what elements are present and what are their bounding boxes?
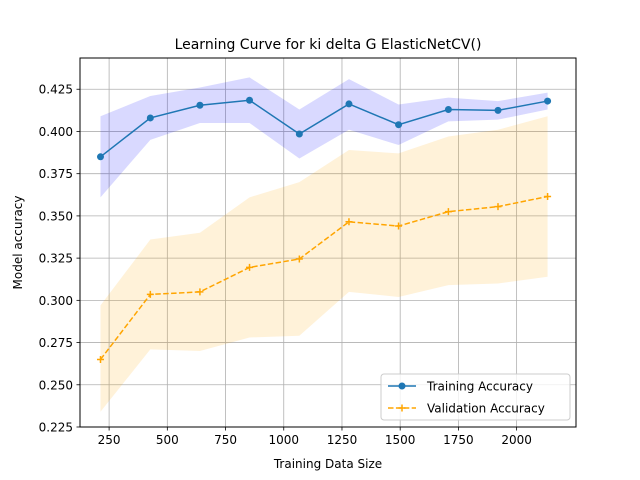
data-point-validation (494, 203, 502, 211)
legend-marker-training (398, 382, 406, 390)
confidence-band-validation (100, 116, 548, 412)
data-point-training (146, 114, 154, 122)
x-axis-label: Training Data Size (273, 457, 382, 471)
y-tick-label: 0.250 (39, 378, 73, 392)
data-point-validation (196, 288, 204, 296)
y-tick-label: 0.300 (39, 294, 73, 308)
data-point-training (544, 97, 552, 105)
series-line-validation (99, 195, 548, 360)
y-axis-label: Model accuracy (11, 196, 25, 290)
x-tick-label: 1750 (443, 433, 474, 447)
x-tick-label: 750 (214, 433, 237, 447)
x-tick-label: 1500 (385, 433, 416, 447)
y-tick-label: 0.275 (39, 336, 73, 350)
legend-marker-validation (398, 404, 406, 412)
legend-label-validation: Validation Accuracy (427, 402, 545, 416)
x-tick-label: 250 (98, 433, 121, 447)
series-markers (96, 96, 552, 363)
series-line-training (100, 99, 548, 158)
x-tick-label: 2000 (501, 433, 532, 447)
chart-title: Learning Curve for ki delta G ElasticNet… (175, 37, 482, 53)
data-point-validation (246, 263, 254, 271)
data-point-training (494, 106, 502, 114)
y-tick-label: 0.400 (39, 125, 73, 139)
data-point-validation (544, 192, 552, 200)
y-tick-label: 0.325 (39, 252, 73, 266)
y-tick-label: 0.350 (39, 209, 73, 223)
data-point-training (196, 101, 204, 109)
legend: Training Accuracy Validation Accuracy (380, 373, 571, 421)
plot-frame (79, 57, 577, 428)
confidence-bands (100, 77, 548, 412)
x-tick-label: 500 (156, 433, 179, 447)
data-point-validation (345, 218, 353, 226)
series-lines (99, 99, 548, 360)
axis-ticks: 250 500 750 1000 1250 1500 1750 2000 0.225 0.250 0… (39, 83, 532, 447)
data-point-training (295, 130, 303, 138)
x-tick-label: 1250 (327, 433, 358, 447)
data-point-validation (395, 222, 403, 230)
data-point-training (96, 153, 104, 161)
data-point-training (395, 121, 403, 129)
legend-box (380, 373, 571, 421)
data-point-training (345, 100, 353, 108)
legend-label-training: Training Accuracy (426, 380, 533, 394)
y-tick-label: 0.425 (39, 83, 73, 97)
data-point-validation (146, 290, 154, 298)
data-point-training (444, 106, 452, 114)
data-point-validation (96, 355, 104, 363)
data-point-training (246, 96, 254, 104)
y-tick-label: 0.375 (39, 167, 73, 181)
x-tick-label: 1000 (268, 433, 299, 447)
data-point-validation (444, 208, 452, 216)
y-tick-label: 0.225 (39, 421, 73, 435)
confidence-band-training (100, 77, 548, 198)
data-point-validation (295, 255, 303, 263)
